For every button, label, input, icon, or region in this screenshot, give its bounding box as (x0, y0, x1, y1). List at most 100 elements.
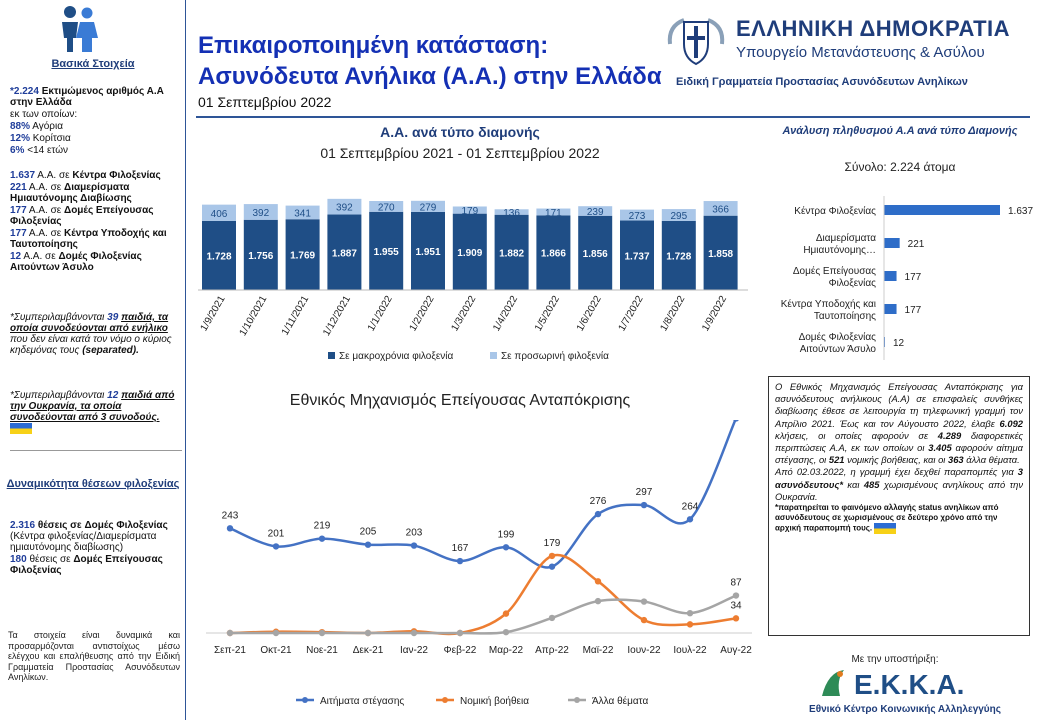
note2-a: *Συμπεριλαμβάνονται (10, 390, 105, 401)
acc4-label: Κέντρα Υποδοχής και Ταυτοποίησης (10, 228, 167, 250)
x-tick-5: 1/2/2022 (408, 294, 437, 334)
info-note: *παρατηρείται το φαινόμενο αλλαγής statu… (775, 503, 1023, 535)
label-long-term-1: 1.756 (248, 251, 273, 262)
acc4-mid: Α.Α. σε (28, 228, 62, 239)
series-2-point-0 (226, 629, 234, 637)
accommodation-chart-title: Α.Α. ανά τύπο διαμονής (380, 124, 540, 140)
page-title: Επικαιροποιημένη κατάσταση: Ασυνόδευτα Α… (198, 30, 662, 92)
gov-secretariat: Ειδική Γραμματεία Προστασίας Ασυνόδευτων… (676, 76, 968, 88)
header-divider (196, 116, 1030, 118)
page-title-line1: Επικαιροποιημένη κατάσταση: (198, 32, 549, 59)
pop-bar-1 (884, 238, 900, 248)
population-chart-title: Ανάλυση πληθυσμού Α.Α ανά τύπο Διαμονής (782, 125, 1018, 137)
series-0-point-9 (640, 501, 648, 509)
info-p2-b: και (847, 478, 860, 490)
acc2-mid: Α.Α. σε (28, 182, 62, 193)
acc3-mid: Α.Α. σε (28, 205, 62, 216)
label-long-term-9: 1.856 (583, 249, 608, 260)
bar-temporary-7 (494, 209, 529, 215)
x-tick-4: 1/1/2022 (366, 294, 395, 334)
pop-category-3: Κέντρα Υποδοχής και Ταυτοποίησης (781, 298, 876, 322)
gov-ministry: Υπουργείο Μετανάστευσης & Ασύλου (736, 44, 985, 61)
ukraine-flag-icon (10, 423, 32, 434)
series-0-point-10 (686, 516, 694, 523)
series-0-point-7 (548, 563, 556, 570)
line-x-tick-11: Αυγ-22 (720, 645, 752, 656)
label-temporary-9: 239 (587, 207, 604, 218)
x-tick-8: 1/5/2022 (533, 294, 562, 334)
cap2-mid: θέσεις σε (29, 554, 71, 565)
bar-temporary-4 (369, 201, 404, 212)
legend-text-1: Νομική βοήθεια (460, 695, 529, 707)
sidebar: Βασικά Στοιχεία *2.224 Εκτιμώμενος αριθμ… (0, 0, 186, 720)
pop-bar-0 (884, 205, 1000, 215)
bar-long-term-0 (202, 220, 236, 290)
children-icon (62, 6, 98, 52)
ukraine-flag-icon-2 (874, 523, 897, 535)
pop-value-0: 1.637 (1008, 206, 1033, 217)
bar-temporary-2 (285, 205, 320, 220)
series-line-1 (229, 553, 737, 636)
series-0-point-1 (272, 543, 280, 550)
note-separated: *Συμπεριλαμβάνονται 39 παιδιά, τα οποία … (10, 312, 182, 356)
note1-num: 39 (107, 312, 119, 323)
bar-temporary-9 (578, 206, 613, 216)
label-temporary-8: 171 (545, 208, 562, 219)
line-x-tick-10: Ιουλ-22 (673, 645, 707, 656)
series-2-point-9 (640, 598, 648, 605)
info-paragraph-1: Ο Εθνικός Μηχανισμός Επείγουσας Ανταπόκρ… (775, 381, 1023, 466)
series-2-point-6 (502, 628, 510, 636)
cap1-value: 2.316 (10, 520, 36, 531)
emergency-chart-title: Εθνικός Μηχανισμός Επείγουσας Ανταπόκρισ… (289, 392, 631, 409)
label-temporary-0: 406 (211, 209, 228, 220)
legend-label-temporary: Σε προσωρινή φιλοξενία (501, 350, 609, 362)
acc5-label: Δομές Φιλοξενίας Αιτούντων Άσυλο (10, 251, 142, 273)
line-x-tick-2: Νοε-21 (306, 645, 338, 656)
note-ukraine: *Συμπεριλαμβάνονται 12 παιδιά από την Ου… (10, 390, 182, 434)
pop-category-4: Δομές Φιλοξενίας Αιτούντων Άσυλο (799, 331, 877, 355)
boys-label: Αγόρια (32, 121, 63, 132)
legend-swatch-long-term (328, 352, 335, 359)
series-1-point-8 (594, 578, 602, 585)
series-0-label-4: 203 (406, 528, 423, 539)
series-line-0 (229, 420, 737, 569)
bar-long-term-11 (661, 220, 696, 290)
label-long-term-4: 1.955 (374, 247, 399, 258)
series-1-point-11 (732, 615, 740, 622)
line-x-tick-3: Δεκ-21 (353, 645, 384, 656)
x-tick-9: 1/6/2022 (575, 294, 604, 334)
legend-text-2: Άλλα θέματα (592, 695, 648, 707)
x-tick-7: 1/4/2022 (491, 294, 520, 334)
capacity-title: Δυναμικότητα θέσεων φιλοξενίας (6, 478, 180, 490)
under14-label: <14 ετών (27, 145, 69, 156)
cap1-note: (Κέντρα φιλοξενίας/Διαμερίσματα ημιαυτόν… (10, 531, 157, 553)
line-x-tick-9: Ιουν-22 (627, 645, 661, 656)
bar-long-term-6 (452, 213, 487, 290)
note2-b: παιδιά από την Ουκρανία, τα οποία συνοδε… (10, 390, 175, 423)
series-0-label-8: 276 (590, 496, 607, 507)
girls-pct: 12% (10, 133, 31, 144)
pop-value-4: 12 (893, 338, 905, 349)
x-tick-6: 1/3/2022 (449, 294, 478, 334)
info-p1-b: κλήσεις, οι οποίες αφορούν σε (775, 429, 929, 441)
line-x-tick-4: Ιαν-22 (400, 645, 428, 656)
series-0-point-6 (502, 544, 510, 551)
bar-long-term-2 (285, 219, 320, 290)
bar-long-term-7 (494, 214, 529, 290)
x-tick-11: 1/8/2022 (658, 294, 687, 334)
series-0-point-8 (594, 510, 602, 518)
bar-long-term-5 (411, 211, 445, 290)
legend-text-0: Αιτήματα στέγασης (320, 695, 404, 707)
x-tick-1: 1/10/2021 (238, 294, 270, 338)
series-2-point-11 (732, 592, 740, 599)
label-long-term-5: 1.951 (415, 247, 440, 258)
info-separated: 485 (863, 478, 880, 490)
series-1-label-7: 179 (544, 538, 561, 549)
line-x-tick-0: Σεπ-21 (214, 645, 246, 656)
x-tick-0: 1/9/2021 (199, 294, 228, 334)
x-tick-2: 1/11/2021 (280, 294, 312, 338)
legend-swatch-temporary (490, 352, 497, 359)
legend-marker-0 (302, 697, 308, 703)
line-x-tick-7: Απρ-22 (535, 645, 569, 656)
series-line-2 (230, 594, 737, 635)
